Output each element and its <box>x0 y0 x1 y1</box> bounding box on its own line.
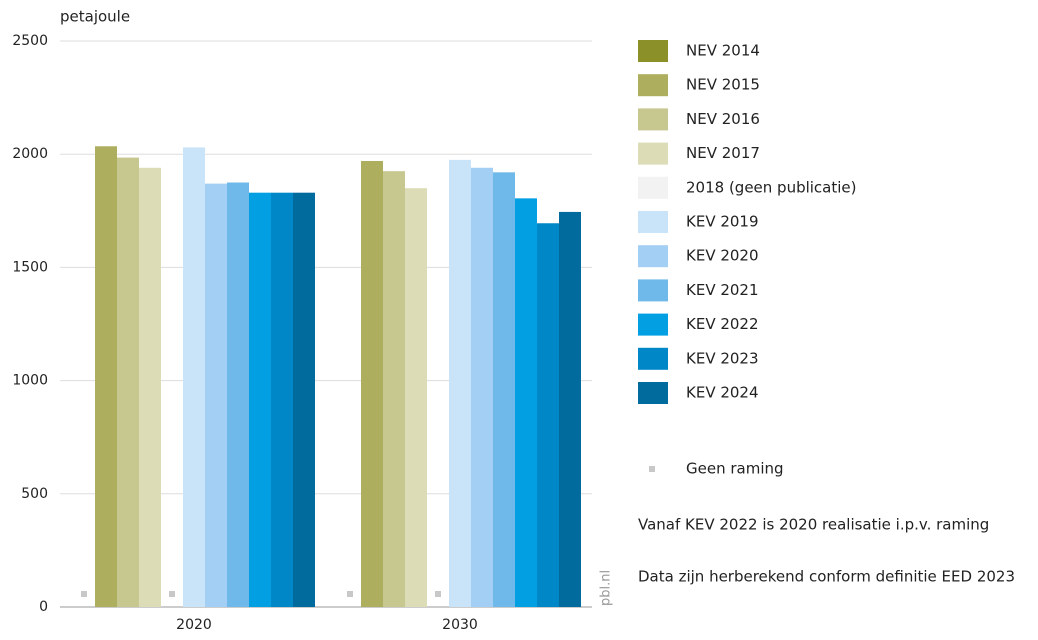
bar <box>249 192 271 608</box>
no-estimate-marker <box>435 591 441 597</box>
legend-label: NEV 2016 <box>686 110 760 128</box>
legend-no-estimate-marker <box>649 466 655 472</box>
legend-swatch <box>638 108 668 131</box>
watermark: pbl.nl <box>599 570 614 606</box>
y-tick-label: 1000 <box>12 373 48 389</box>
bar <box>405 188 427 607</box>
bar <box>117 157 139 607</box>
legend-swatch <box>638 382 668 404</box>
bar <box>271 192 293 608</box>
no-estimate-marker <box>169 591 175 597</box>
legend-label: KEV 2020 <box>686 247 759 265</box>
y-tick-label: 0 <box>39 599 48 615</box>
legend-label: 2018 (geen publicatie) <box>686 178 857 196</box>
y-tick-label: 2500 <box>12 33 48 49</box>
legend-swatch <box>638 313 668 336</box>
x-tick-label: 2020 <box>176 617 212 633</box>
legend-swatch <box>638 279 668 302</box>
x-tick-label: 2030 <box>442 617 478 633</box>
bar <box>361 160 383 607</box>
y-tick-label: 1500 <box>12 259 48 275</box>
bar <box>183 147 205 607</box>
legend-label: NEV 2014 <box>686 42 760 60</box>
no-estimate-marker <box>81 591 87 597</box>
legend-swatch <box>638 176 668 199</box>
legend-label: NEV 2015 <box>686 76 760 94</box>
bar <box>95 146 117 607</box>
bar <box>227 182 249 607</box>
legend-swatch <box>638 74 668 97</box>
legend-label: KEV 2019 <box>686 213 759 231</box>
y-tick-label: 500 <box>21 486 48 502</box>
bar <box>293 192 315 608</box>
legend-label: KEV 2022 <box>686 315 759 333</box>
bar <box>449 159 471 608</box>
legend-label: KEV 2023 <box>686 349 759 367</box>
y-tick-label: 2000 <box>12 146 48 162</box>
bar <box>471 167 493 607</box>
bar <box>205 183 227 607</box>
legend-label: KEV 2024 <box>686 384 759 402</box>
note: Vanaf KEV 2022 is 2020 realisatie i.p.v.… <box>638 516 989 534</box>
legend-swatch <box>638 245 668 268</box>
legend-no-estimate-label: Geen raming <box>686 460 784 478</box>
bar <box>515 198 537 607</box>
y-axis-label: petajoule <box>60 8 130 26</box>
bar <box>537 223 559 607</box>
legend-swatch <box>638 211 668 233</box>
legend-label: KEV 2021 <box>686 281 759 299</box>
legend-swatch <box>638 347 668 370</box>
legend-swatch <box>638 40 668 62</box>
no-estimate-marker <box>347 591 353 597</box>
bar <box>559 211 581 607</box>
bar <box>139 167 161 607</box>
bar <box>383 171 405 607</box>
legend-swatch <box>638 142 668 165</box>
bar <box>493 172 515 607</box>
legend-label: NEV 2017 <box>686 144 760 162</box>
note: Data zijn herberekend conform definitie … <box>638 568 1015 586</box>
